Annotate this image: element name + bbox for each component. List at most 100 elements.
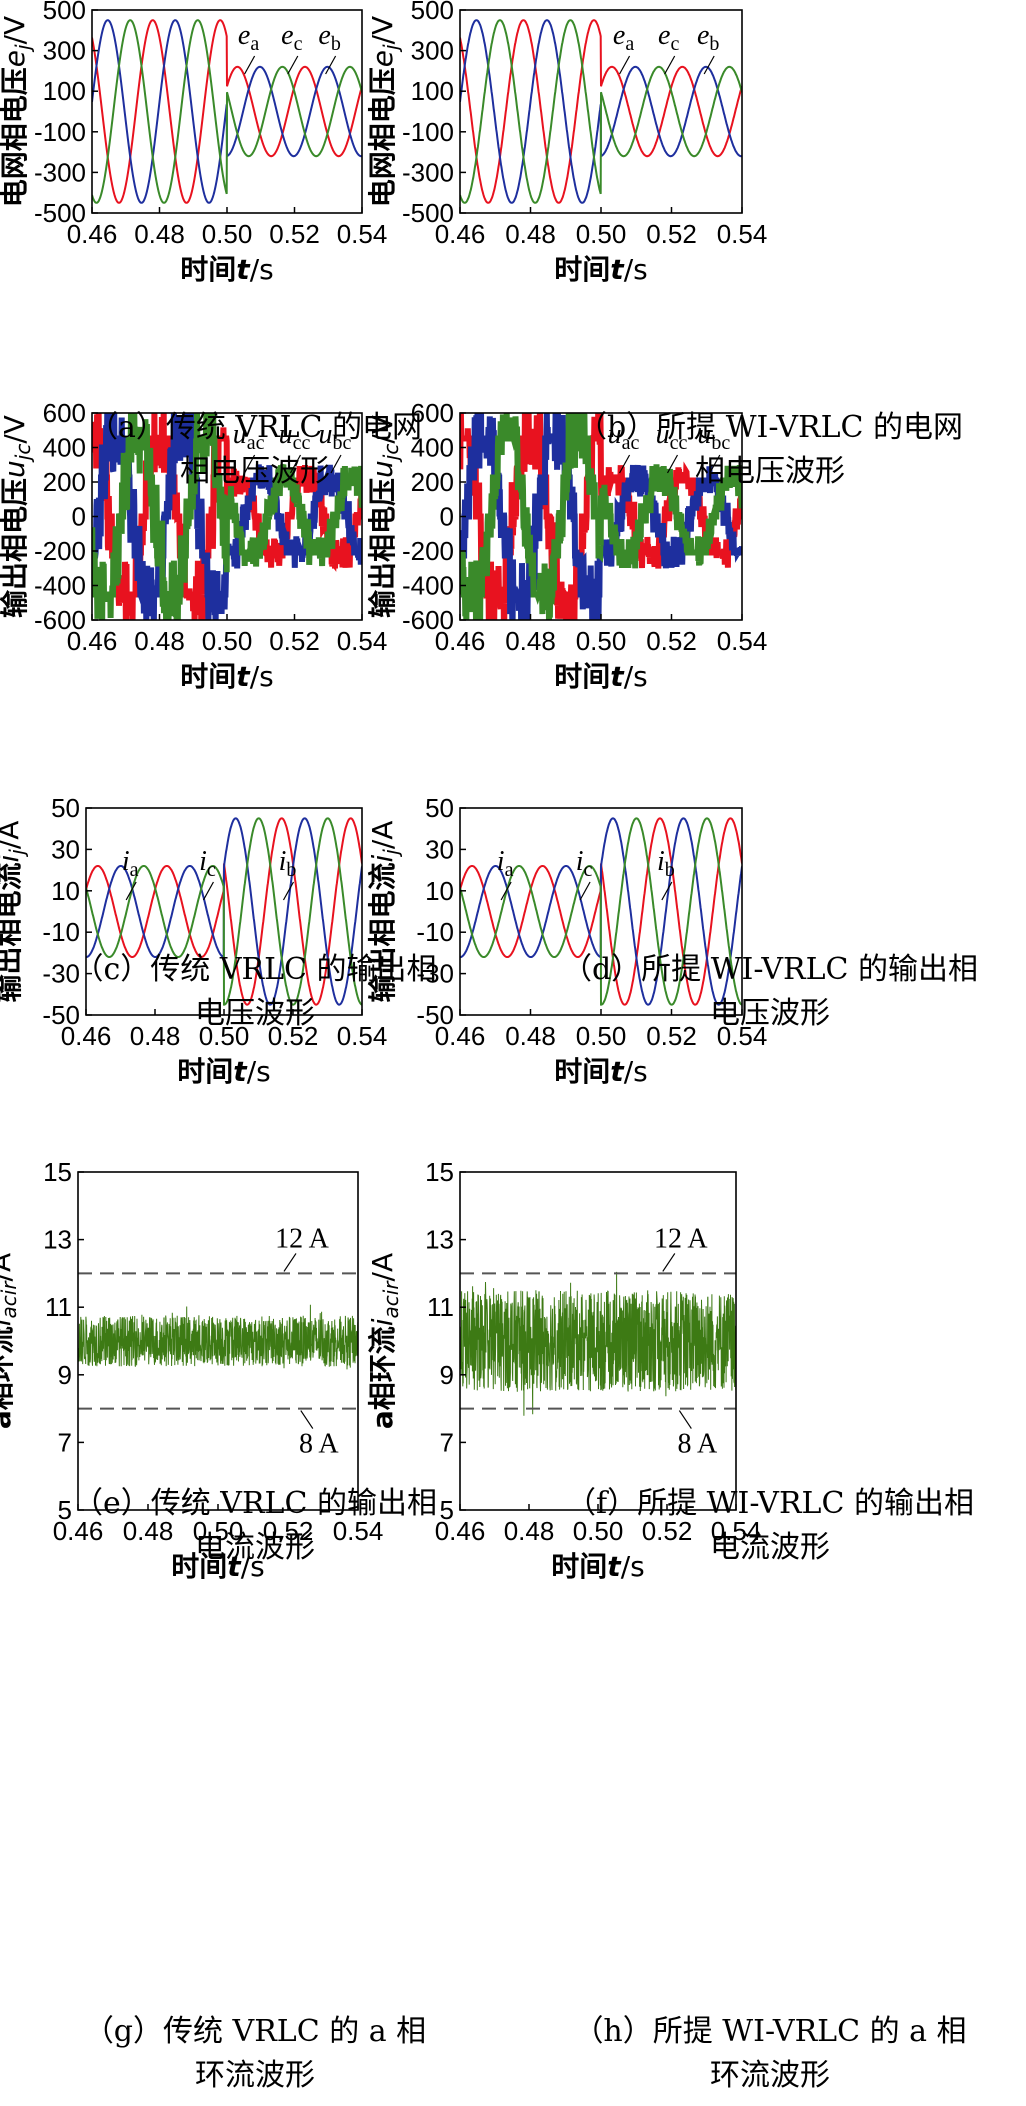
y-tick-label: 600 bbox=[43, 398, 86, 428]
chart-panel-d bbox=[510, 530, 1026, 870]
annotation-leader bbox=[664, 55, 676, 75]
annotation-sub: cc bbox=[670, 432, 688, 454]
y-axis-label-var: i bbox=[366, 1318, 399, 1326]
y-tick-label: 500 bbox=[43, 0, 86, 25]
x-tick-label: 0.48 bbox=[505, 626, 556, 656]
annotation-leader bbox=[282, 881, 295, 901]
x-axis-label: 时间t/s bbox=[554, 660, 647, 693]
x-axis-label-text: 时间 bbox=[554, 253, 610, 286]
x-tick-label: 0.50 bbox=[193, 1516, 244, 1546]
x-axis-label-unit: /s bbox=[624, 1055, 648, 1088]
annotation-sub: a bbox=[505, 859, 514, 881]
y-axis-label-text: 输出相电压 bbox=[366, 478, 399, 618]
x-tick-label: 0.50 bbox=[202, 626, 253, 656]
series-annotation: ubc bbox=[319, 419, 352, 454]
annotation-sub: b bbox=[665, 859, 675, 881]
x-tick-label: 0.52 bbox=[268, 1021, 319, 1051]
x-tick-label: 0.54 bbox=[717, 626, 768, 656]
x-axis-label-unit: /s bbox=[250, 253, 274, 286]
y-tick-label: -400 bbox=[34, 571, 86, 601]
series-annotation: ucc bbox=[656, 419, 688, 454]
annotation-leader bbox=[709, 454, 721, 474]
annotation-sub: cc bbox=[293, 432, 311, 454]
x-axis-label-var: t bbox=[610, 253, 625, 286]
y-axis-label: 电网相电压ej/V bbox=[366, 16, 403, 207]
y-tick-label: -600 bbox=[34, 605, 86, 635]
series-annotation: ic bbox=[199, 846, 216, 881]
y-axis-label-unit: /V bbox=[366, 16, 399, 45]
y-axis-label-unit: /V bbox=[0, 415, 31, 444]
chart-panel-f bbox=[510, 1065, 1026, 1475]
x-axis-label-unit: /s bbox=[250, 660, 274, 693]
x-axis-label-unit: /s bbox=[624, 253, 648, 286]
reference-leader-8A bbox=[300, 1410, 314, 1429]
annotation-leader bbox=[125, 881, 137, 901]
annotation-leader bbox=[666, 454, 679, 474]
x-tick-label: 0.54 bbox=[337, 219, 388, 249]
caption-g-line1: （g）传统 VRLC 的 a 相 bbox=[83, 2014, 427, 2049]
y-tick-label: 30 bbox=[51, 834, 80, 864]
y-tick-label: 600 bbox=[411, 398, 454, 428]
x-tick-label: 0.46 bbox=[435, 1516, 486, 1546]
series-annotation: eb bbox=[318, 20, 340, 55]
y-axis-label-sub: jc bbox=[379, 444, 403, 464]
annotation-var: i bbox=[576, 846, 584, 877]
series-group bbox=[92, 413, 362, 620]
y-axis-label-text: a相环流 bbox=[366, 1326, 399, 1429]
series-line-i_acir bbox=[78, 1304, 358, 1370]
x-tick-label: 0.48 bbox=[134, 219, 185, 249]
x-axis-label: 时间t/s bbox=[554, 1055, 647, 1088]
y-axis-label-sub: jc bbox=[11, 444, 35, 464]
y-tick-label: -10 bbox=[42, 917, 80, 947]
annotation-leader bbox=[619, 454, 631, 474]
series-line-e_a bbox=[460, 19, 742, 204]
y-axis-label: a相环流iacir/A bbox=[0, 1253, 21, 1429]
x-tick-label: 0.54 bbox=[711, 1516, 762, 1546]
y-axis-label-sub: j bbox=[5, 849, 29, 858]
y-axis-label-text: 电网相电压 bbox=[366, 67, 399, 207]
chart-c: 0.46 0.48 0.50 0.52 0.54 600 400 200 0 -200 -400 -6… bbox=[0, 398, 387, 693]
y-tick-label: 11 bbox=[45, 1292, 72, 1322]
x-axis-label-text: 时间 bbox=[551, 1550, 607, 1583]
annotation-leader bbox=[325, 55, 337, 75]
y-tick-label: 5 bbox=[58, 1495, 72, 1525]
x-axis-label-text: 时间 bbox=[554, 660, 610, 693]
series-line-u_cc bbox=[460, 413, 742, 620]
x-tick-label: 0.48 bbox=[134, 626, 185, 656]
annotation-leader bbox=[619, 55, 631, 75]
y-tick-label: 11 bbox=[427, 1292, 454, 1322]
chart-a: 0.46 0.48 0.50 0.52 0.54 500 300 100 -100 -300 -50… bbox=[0, 0, 387, 286]
y-axis-label-var: e bbox=[366, 50, 399, 67]
x-tick-label: 0.46 bbox=[435, 626, 486, 656]
caption-b-line1: （b）所提 WI-VRLC 的电网 bbox=[576, 410, 964, 445]
series-annotation: ucc bbox=[279, 419, 311, 454]
annotation-sub: bc bbox=[333, 432, 352, 454]
caption-f-line1: （f）所提 WI-VRLC 的输出相 bbox=[566, 1486, 974, 1521]
x-axis-label-var: t bbox=[227, 1550, 242, 1583]
annotation-var: u bbox=[697, 419, 711, 450]
y-axis-label: 输出相电流ij/A bbox=[366, 821, 403, 1003]
y-axis-label-sub: acir bbox=[379, 1280, 403, 1319]
annotation-sub: b bbox=[286, 859, 296, 881]
annotation-leader bbox=[579, 881, 591, 901]
y-axis-label-unit: /A bbox=[0, 821, 25, 850]
annotation-var: u bbox=[319, 419, 333, 450]
y-axis-label-unit: /A bbox=[366, 1253, 399, 1282]
annotation-leader bbox=[703, 55, 715, 75]
annotation-leader bbox=[330, 454, 342, 474]
x-tick-label: 0.52 bbox=[646, 219, 697, 249]
y-tick-label: -300 bbox=[34, 157, 86, 187]
y-axis-label: 电网相电压ej/V bbox=[0, 16, 35, 207]
series-annotation: ec bbox=[281, 20, 302, 55]
series-group bbox=[78, 1304, 358, 1370]
x-tick-label: 0.52 bbox=[642, 1516, 693, 1546]
x-axis-label-unit: /s bbox=[241, 1550, 265, 1583]
x-axis-label-unit: /s bbox=[247, 1055, 271, 1088]
y-axis-label-unit: /A bbox=[366, 821, 399, 850]
caption-g-line2: 环流波形 bbox=[195, 2058, 315, 2093]
chart-f: 0.46 0.48 0.50 0.52 0.54 50 30 10 -10 -30 -50 时间t/s… bbox=[366, 793, 767, 1088]
annotation-var: u bbox=[279, 419, 293, 450]
x-tick-label: 0.52 bbox=[646, 626, 697, 656]
chart-panel-g bbox=[0, 1600, 510, 1980]
y-tick-label: 10 bbox=[51, 876, 80, 906]
